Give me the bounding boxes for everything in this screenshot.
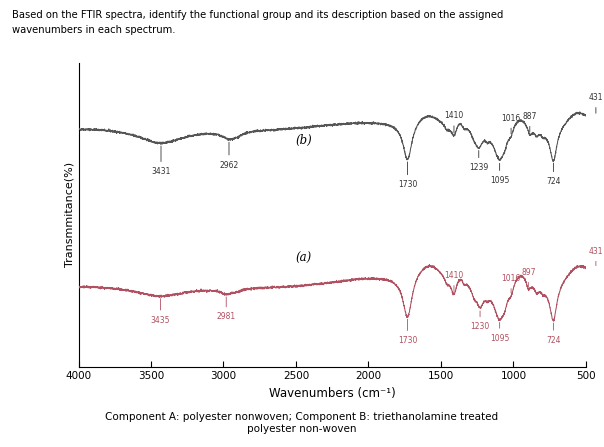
Text: 1730: 1730 xyxy=(398,162,417,189)
Text: 1239: 1239 xyxy=(469,151,489,172)
Text: 431: 431 xyxy=(589,93,603,113)
Text: Based on the FTIR spectra, identify the functional group and its description bas: Based on the FTIR spectra, identify the … xyxy=(12,10,504,20)
Text: (b): (b) xyxy=(296,134,313,147)
Text: 1016: 1016 xyxy=(501,114,521,134)
Text: 1410: 1410 xyxy=(445,111,464,133)
Text: 897: 897 xyxy=(521,268,536,287)
Text: 2962: 2962 xyxy=(219,142,239,169)
X-axis label: Wavenumbers (cm⁻¹): Wavenumbers (cm⁻¹) xyxy=(269,387,396,400)
Text: 724: 724 xyxy=(546,323,561,345)
Text: wavenumbers in each spectrum.: wavenumbers in each spectrum. xyxy=(12,25,176,34)
Text: (a): (a) xyxy=(296,253,312,266)
Text: 724: 724 xyxy=(546,163,561,186)
Text: 431: 431 xyxy=(589,247,603,266)
Text: 2981: 2981 xyxy=(217,297,236,321)
Text: 887: 887 xyxy=(522,112,537,132)
Text: 3435: 3435 xyxy=(150,299,170,325)
Text: 1095: 1095 xyxy=(490,163,509,185)
Text: Component A: polyester nonwoven; Component B: triethanolamine treated
polyester : Component A: polyester nonwoven; Compone… xyxy=(106,412,498,434)
Text: 1016: 1016 xyxy=(501,274,521,293)
Text: 1410: 1410 xyxy=(445,271,464,291)
Text: 1095: 1095 xyxy=(490,322,509,343)
Text: 1230: 1230 xyxy=(471,311,490,331)
Text: 3431: 3431 xyxy=(152,146,171,176)
Y-axis label: Transmmitance(%): Transmmitance(%) xyxy=(65,162,74,267)
Text: 1730: 1730 xyxy=(398,319,417,345)
